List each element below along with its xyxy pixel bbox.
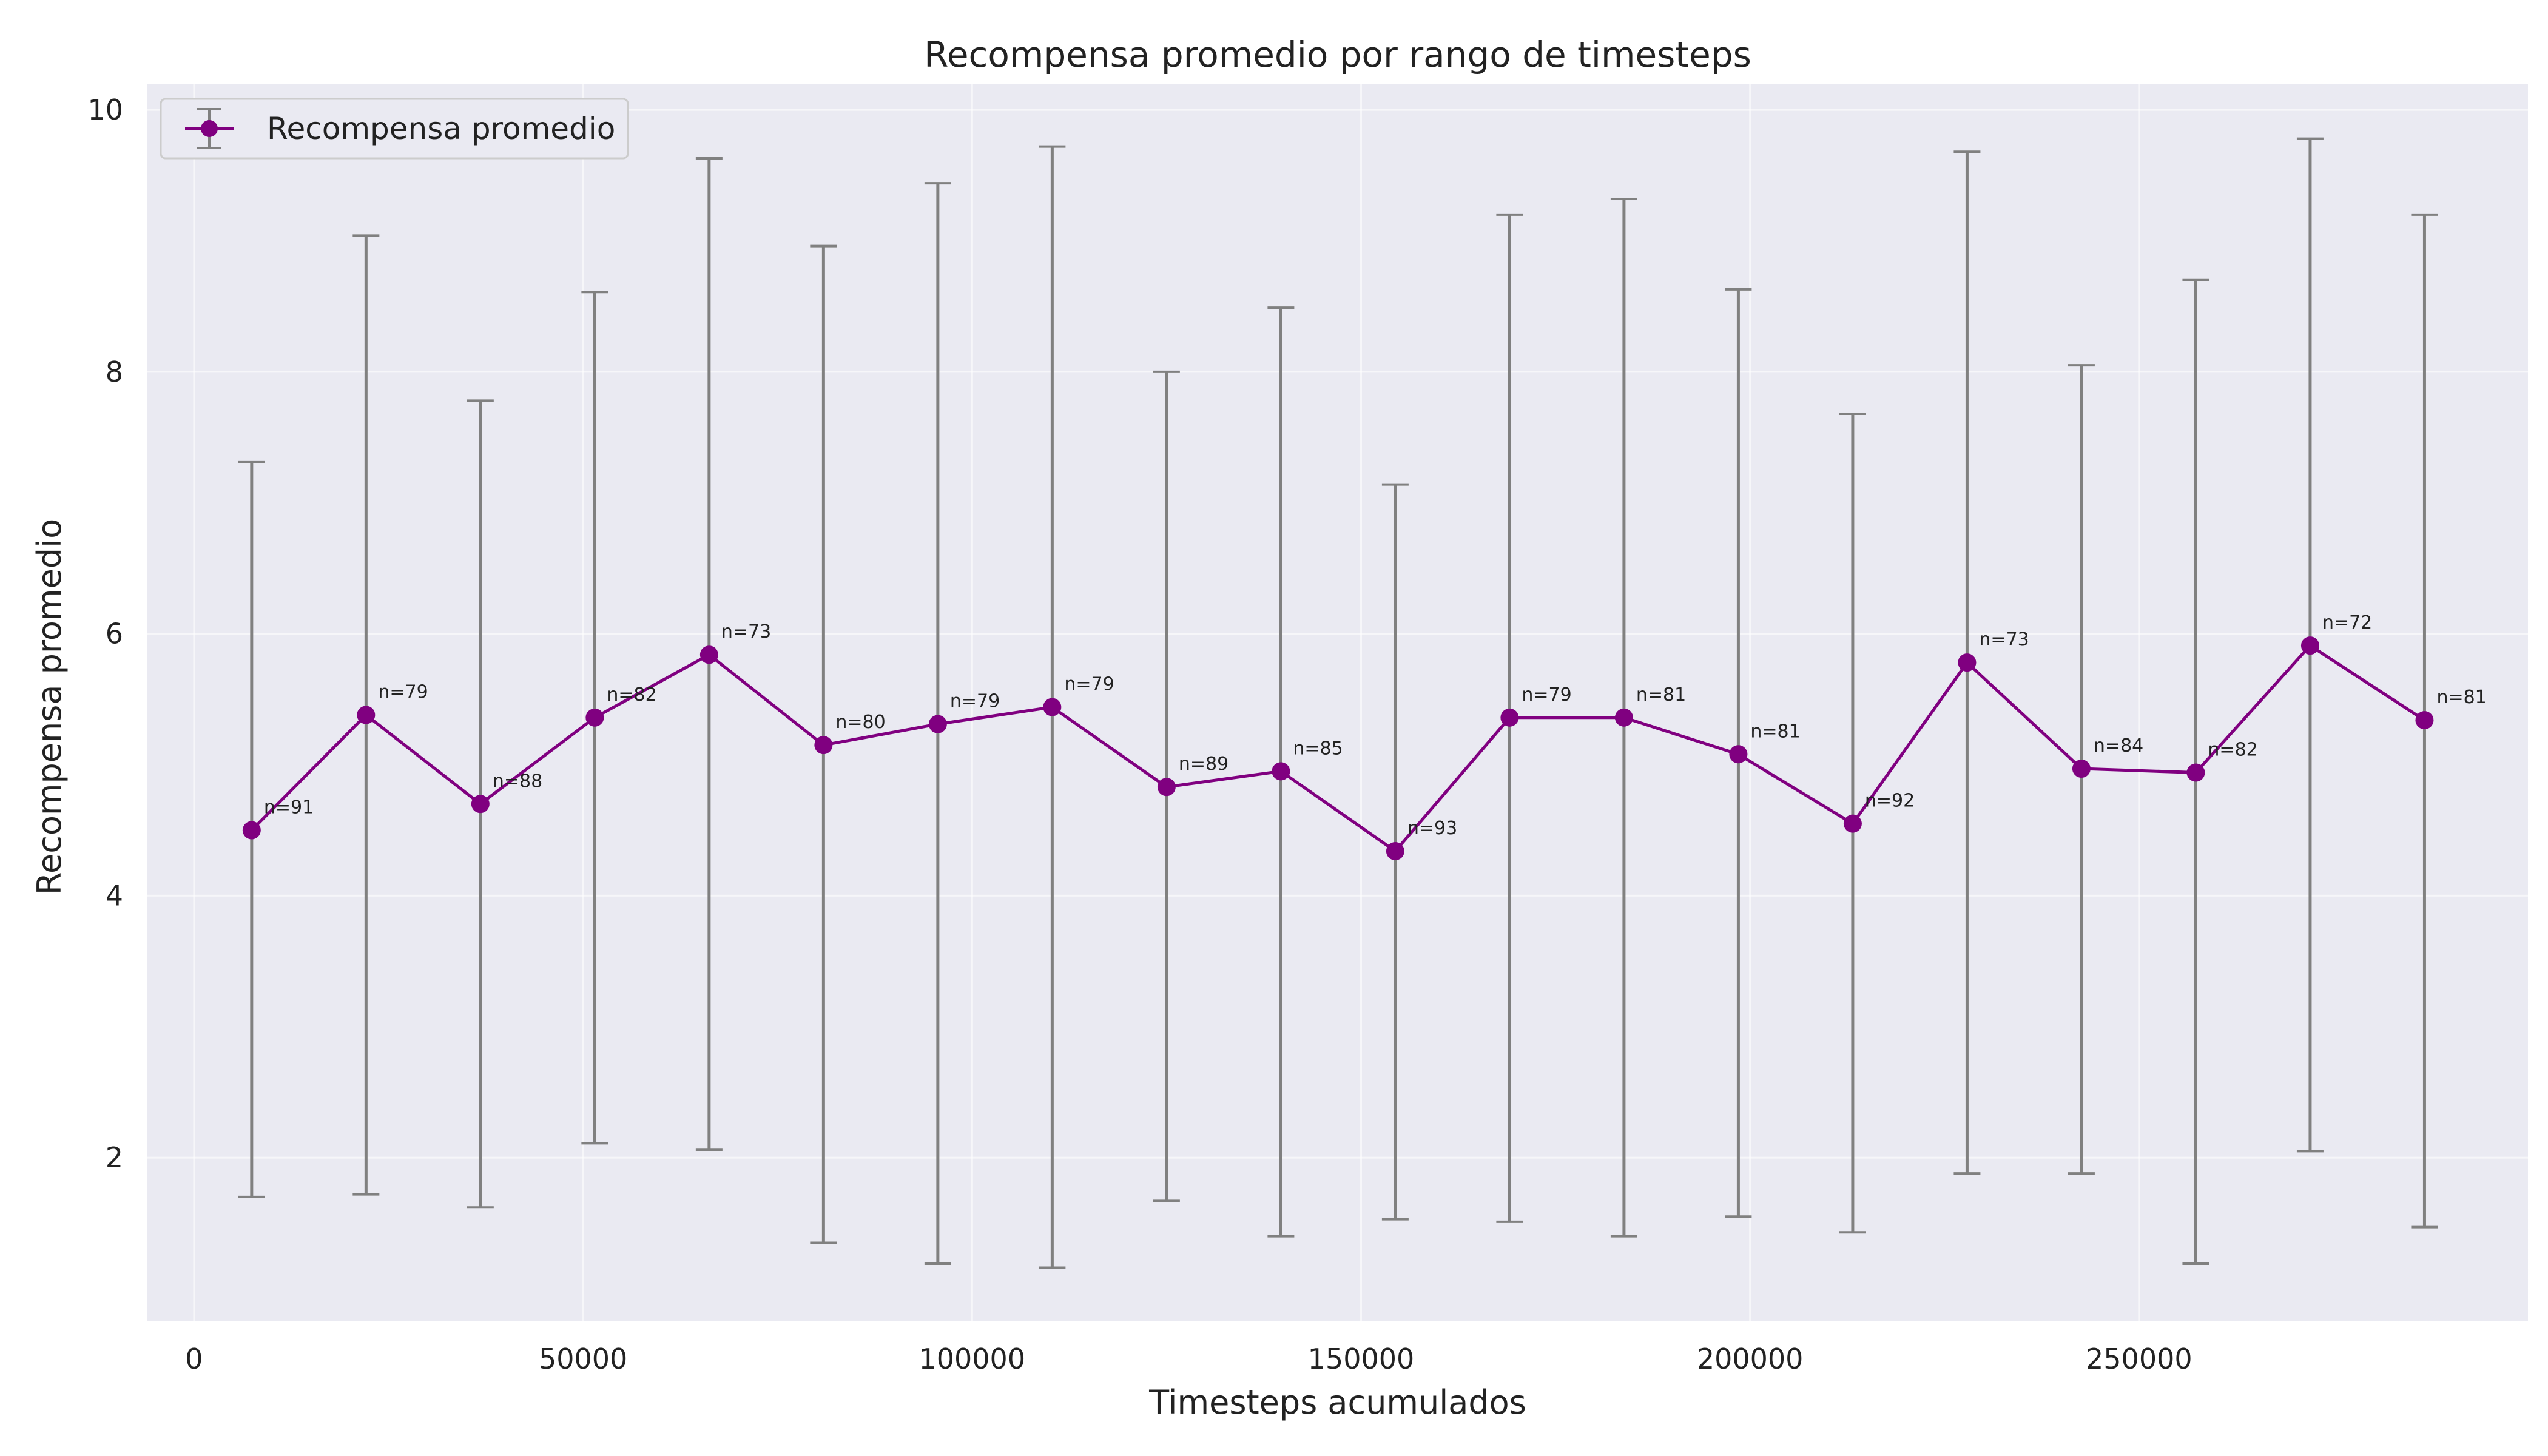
x-tick-label: 250000 (2086, 1343, 2192, 1375)
sample-count-label: n=82 (607, 684, 656, 706)
sample-count-label: n=84 (2094, 735, 2143, 757)
sample-count-label: n=80 (835, 712, 885, 733)
sample-count-label: n=85 (1293, 738, 1343, 759)
data-point (1043, 698, 1062, 716)
chart-title: Recompensa promedio por rango de timeste… (924, 34, 1751, 75)
data-point (2072, 760, 2091, 778)
y-axis-label: Recompensa promedio (30, 519, 69, 895)
sample-count-label: n=88 (493, 770, 542, 792)
sample-count-label: n=92 (1865, 790, 1915, 812)
data-point (242, 821, 261, 840)
y-tick-label: 4 (106, 879, 123, 912)
data-point (1958, 653, 1977, 672)
data-point (1386, 842, 1404, 861)
x-axis-ticks: 0 50000 100000 150000 200000 250000 (185, 1343, 2192, 1375)
sample-count-label: n=93 (1407, 818, 1457, 839)
sample-count-label: n=81 (2436, 687, 2486, 708)
sample-count-label: n=73 (1979, 629, 2029, 650)
data-point (1272, 762, 1290, 781)
data-point (1500, 708, 1519, 727)
x-tick-label: 200000 (1697, 1343, 1804, 1375)
y-tick-label: 6 (106, 618, 123, 650)
data-point (2300, 636, 2319, 655)
y-tick-label: 8 (106, 356, 123, 388)
data-point (2415, 711, 2434, 730)
data-point (1729, 745, 1748, 764)
grid-lines (147, 84, 2528, 1321)
x-tick-label: 0 (185, 1343, 203, 1375)
plot-area (147, 84, 2528, 1321)
data-point (357, 706, 376, 724)
x-tick-label: 100000 (918, 1343, 1025, 1375)
legend-box (160, 98, 629, 160)
x-axis-label: Timesteps acumulados (1148, 1383, 1526, 1421)
sample-count-label: n=73 (721, 621, 771, 642)
sample-count-label: n=79 (1522, 684, 1571, 706)
sample-count-label: n=91 (264, 797, 314, 818)
data-point (471, 795, 490, 814)
series-group (242, 636, 2434, 861)
sample-count-label: n=72 (2322, 612, 2372, 633)
x-tick-label: 50000 (539, 1343, 627, 1375)
legend: Recompensa promedio (160, 98, 629, 160)
sample-count-label: n=89 (1179, 753, 1228, 775)
sample-count-label: n=81 (1636, 684, 1686, 706)
data-point (585, 708, 604, 727)
data-point (1843, 814, 1862, 833)
y-axis-ticks: 2 4 6 8 10 (87, 93, 123, 1174)
sample-count-label: n=79 (1064, 674, 1114, 695)
data-point (1614, 708, 1633, 727)
series-line (251, 644, 2425, 853)
y-tick-label: 2 (106, 1141, 123, 1174)
data-point (814, 736, 833, 755)
data-point (699, 645, 718, 664)
sample-count-label: n=79 (950, 691, 1000, 712)
legend-marker-swatch (201, 120, 218, 137)
data-point (1157, 778, 1176, 797)
sample-count-label: n=81 (1750, 721, 1800, 742)
sample-count-labels: n=91 n=79 n=88 n=82 n=73 n=80 n=79 n=79 n=89 n=85… (264, 612, 2487, 839)
y-tick-label: 10 (87, 93, 123, 126)
data-point (928, 715, 947, 733)
sample-count-label: n=79 (378, 682, 428, 703)
data-point (2186, 763, 2205, 782)
sample-count-label: n=82 (2208, 739, 2257, 760)
legend-label: Recompensa promedio (267, 111, 615, 146)
x-tick-label: 150000 (1308, 1343, 1415, 1375)
